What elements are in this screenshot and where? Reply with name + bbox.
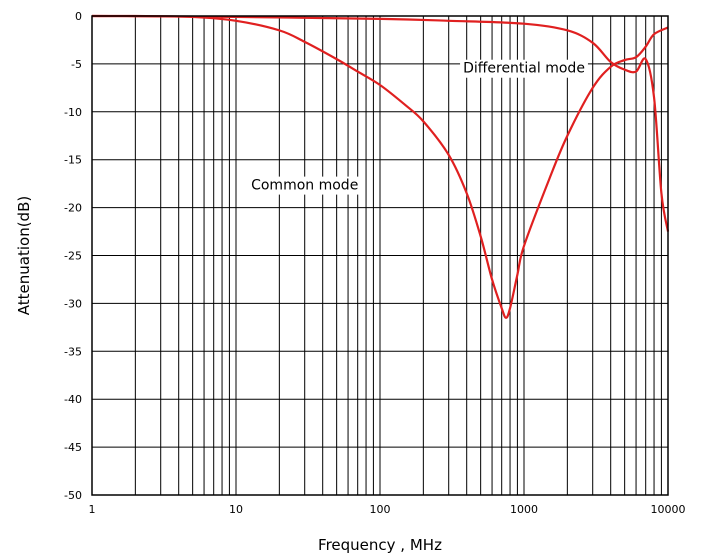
series-line-2 (91, 14, 670, 232)
y-tick-label: -25 (64, 250, 82, 263)
y-tick-label: -45 (64, 441, 82, 454)
x-tick-label: 100 (370, 503, 391, 516)
annotation-text: Differential mode (463, 61, 585, 77)
y-tick-label: -15 (64, 154, 82, 167)
y-tick-label: -40 (64, 393, 82, 406)
x-tick-label: 10000 (651, 503, 686, 516)
annotation-text: Common mode (251, 178, 358, 194)
x-axis-label: Frequency , MHz (318, 536, 442, 554)
annotation-bg (460, 59, 588, 78)
x-tick-label: 1000 (510, 503, 538, 516)
series-lines (91, 14, 670, 319)
y-tick-label: -50 (64, 489, 82, 502)
y-tick-label: -30 (64, 297, 82, 310)
y-tick-label: -20 (64, 202, 82, 215)
annotation-1: Common mode (248, 176, 362, 195)
annotation-2: Differential mode (460, 59, 588, 78)
y-axis-label: Attenuation(dB) (15, 196, 33, 315)
plot-frame (91, 15, 669, 496)
y-tick-label: 0 (75, 10, 82, 23)
y-tick-label: -10 (64, 106, 82, 119)
annotation-bg (248, 176, 362, 195)
grid (92, 16, 668, 495)
annotations: Common mode Differential mode (248, 59, 588, 195)
x-tick-label: 1 (89, 503, 96, 516)
y-tick-label: -5 (71, 58, 82, 71)
y-tick-label: -35 (64, 345, 82, 358)
x-tick-label: 10 (229, 503, 243, 516)
tick-labels: 0 -5 -10 -15 -20 -25 -30 -35 -40 -45 -50 1 10 100 1000… (64, 10, 685, 516)
